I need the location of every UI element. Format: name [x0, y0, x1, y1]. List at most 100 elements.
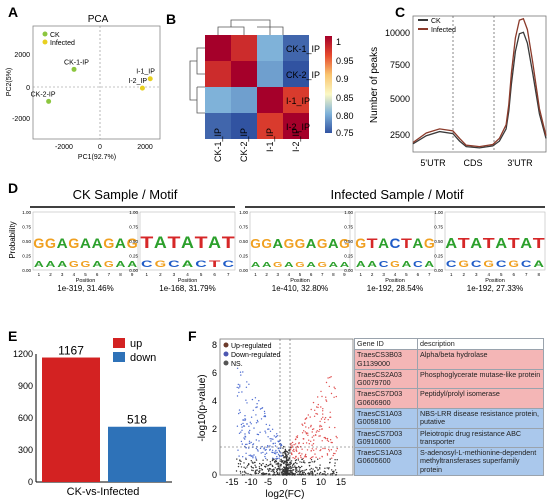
- volcano-point: [298, 474, 300, 476]
- motif-letter: G: [104, 260, 114, 269]
- volcano-point: [295, 438, 297, 440]
- volcano-point: [330, 441, 332, 444]
- volcano-point: [323, 473, 325, 475]
- colorbar-tick-3: 0.85: [336, 93, 354, 103]
- panel-c: C CK Infected 10000 7500 5000 2500 5'UTR…: [369, 4, 547, 168]
- motif-ytick: 0.25: [239, 254, 248, 259]
- deg-description: S-adenosyl-L-methionine-dependent methyl…: [417, 447, 544, 476]
- volcano-point: [266, 472, 268, 475]
- volcano-point: [295, 471, 297, 473]
- volcano-point: [317, 406, 319, 409]
- volcano-point: [241, 443, 243, 445]
- motif-letter: T: [458, 235, 470, 252]
- volcano-point: [282, 462, 284, 464]
- volcano-point: [308, 462, 310, 464]
- volcano-point: [319, 457, 321, 459]
- volcano-point: [260, 418, 263, 420]
- volcano-point: [276, 469, 278, 471]
- motif-position-tick: 8: [119, 272, 122, 277]
- heatmap-cell: [231, 35, 257, 61]
- motif-ytick: 0.00: [129, 268, 138, 273]
- volcano-point: [330, 449, 333, 451]
- volcano-point: [267, 470, 270, 472]
- heatmap-col-label-2: I-1_IP: [265, 128, 275, 152]
- volcano-point: [317, 458, 319, 460]
- volcano-point: [331, 474, 333, 476]
- volcano-point: [283, 456, 285, 458]
- volcano-point: [329, 416, 332, 418]
- metagene-region-cds: CDS: [463, 158, 482, 168]
- volcano-point: [301, 473, 303, 476]
- volcano-point: [243, 425, 246, 427]
- volcano-point: [298, 465, 300, 468]
- deg-gene-id: TraesCS1A03 G0058100: [354, 407, 418, 429]
- volcano-point: [249, 421, 251, 423]
- deg-gene-id: TraesCS7D03 G0910600: [354, 427, 418, 449]
- volcano-point: [319, 468, 321, 470]
- panel-letter-d: D: [8, 180, 18, 196]
- volcano-point: [258, 466, 261, 468]
- motif-letter: G: [339, 236, 350, 251]
- volcano-point: [259, 470, 261, 472]
- volcano-point: [322, 413, 324, 415]
- volcano-point: [289, 465, 292, 468]
- volcano-point: [315, 448, 317, 450]
- volcano-point: [318, 430, 320, 433]
- motif-letter: A: [533, 259, 545, 269]
- volcano-point: [252, 469, 254, 472]
- motif-position-tick: 4: [73, 272, 76, 277]
- volcano-point: [267, 428, 269, 430]
- volcano-point: [242, 471, 244, 473]
- deg-description: Peptidyl/prolyl isomerase: [417, 388, 544, 409]
- volcano-point: [285, 466, 287, 469]
- volcano-point: [269, 468, 272, 470]
- volcano-point: [285, 455, 287, 457]
- volcano-point: [285, 474, 287, 476]
- volcano-point: [272, 474, 275, 476]
- volcano-point: [236, 367, 239, 369]
- heatmap-col-label-3: I-2_IP: [291, 128, 301, 152]
- volcano-point: [293, 444, 295, 446]
- volcano-point: [238, 432, 241, 434]
- volcano-point: [302, 473, 305, 476]
- volcano-point: [253, 427, 255, 429]
- volcano-point: [271, 438, 273, 440]
- motif-position-tick: 3: [173, 272, 176, 277]
- volcano-point: [327, 440, 330, 442]
- volcano-point: [294, 474, 296, 476]
- motif-letter: C: [390, 236, 401, 251]
- motif-letter: A: [262, 260, 272, 269]
- volcano-point: [271, 459, 274, 462]
- motif-ytick: 0.00: [239, 268, 248, 273]
- volcano-point: [264, 449, 266, 451]
- deg-table-row: TraesCS7D03 G0910600 Pleiotropic drug re…: [354, 427, 544, 449]
- volcano-point: [275, 453, 277, 455]
- motif-frame: [249, 211, 351, 271]
- volcano-point: [276, 468, 278, 470]
- volcano-point: [276, 433, 278, 435]
- volcano-point: [314, 474, 317, 476]
- volcano-point: [308, 427, 310, 429]
- volcano-point: [285, 462, 287, 464]
- volcano-point: [311, 456, 313, 459]
- volcano-point: [258, 400, 260, 402]
- deg-gene-id: TraesCS3B03 G1139000: [354, 349, 418, 370]
- motif-letter: G: [284, 236, 295, 251]
- heatmap-row-label-2: I-1_IP: [286, 96, 310, 106]
- motif-caption: 1e-192, 27.33%: [467, 284, 524, 293]
- colorbar-tick-2: 0.9: [336, 74, 349, 84]
- volcano-point: [289, 448, 292, 451]
- volcano-point: [284, 448, 287, 451]
- pca-points: CK-1-IP CK-2-IP I-1_IP I-2_IP: [31, 59, 155, 104]
- volcano-point: [256, 406, 258, 408]
- pca-point-label: CK-2-IP: [31, 91, 56, 98]
- motif-letter: G: [295, 260, 304, 269]
- motif-position-tick: 7: [227, 272, 230, 277]
- volcano-point: [329, 411, 331, 413]
- pca-title: PCA: [88, 14, 109, 25]
- colorbar-tick-1: 0.95: [336, 56, 354, 66]
- volcano-point: [296, 466, 298, 469]
- volcano-point: [240, 423, 243, 426]
- volcano-point: [239, 470, 242, 473]
- volcano-legend-down-marker: [223, 351, 229, 357]
